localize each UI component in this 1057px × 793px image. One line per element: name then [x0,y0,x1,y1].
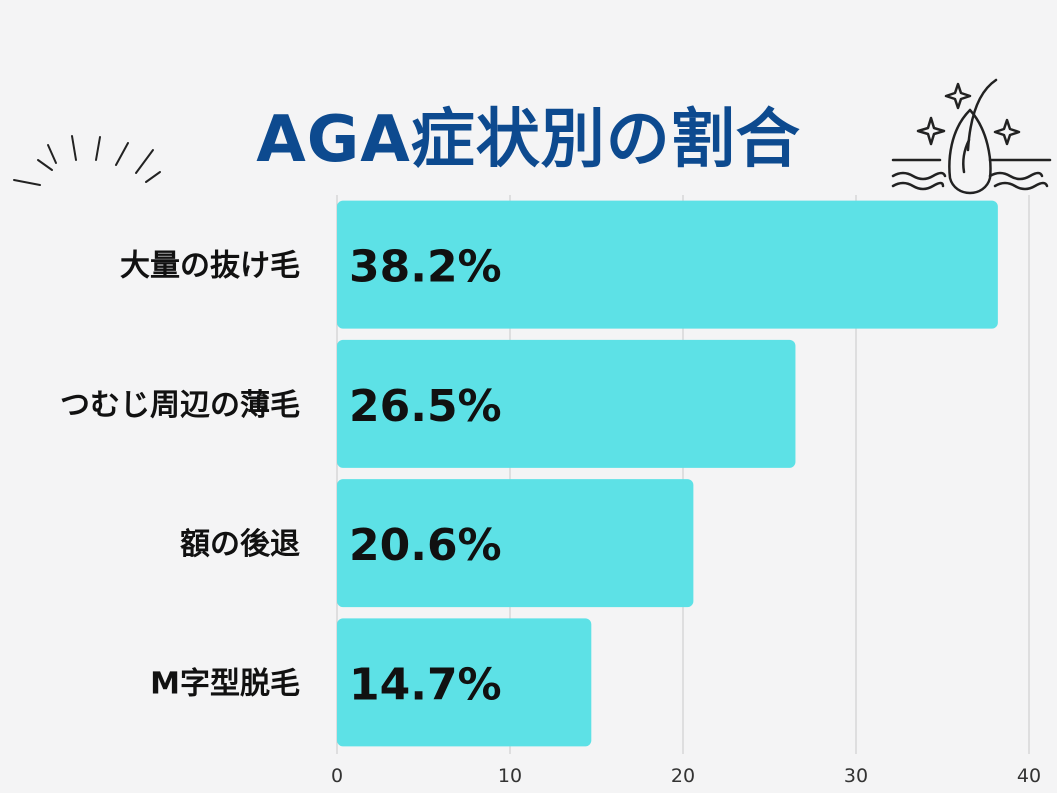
chart-title: AGA症状別の割合 [256,103,801,177]
bar [337,339,796,468]
bar [337,618,592,747]
data-label: 26.5% [349,381,502,432]
x-tick-label: 40 [1017,765,1041,787]
bar [337,200,998,329]
x-tick-label: 20 [671,765,695,787]
bar [337,479,694,608]
x-tick-label: 0 [331,765,343,787]
data-label: 20.6% [349,520,502,571]
x-tick-label: 10 [498,765,522,787]
data-label: 38.2% [349,242,502,293]
bars [337,200,998,747]
hair-follicle-icon [891,78,1052,195]
category-label: 大量の抜け毛 [120,249,300,284]
data-label: 14.7% [349,659,502,710]
x-tick-labels: 0 10 20 30 40 [331,765,1041,787]
data-labels: 38.2% 26.5% 20.6% 14.7% [349,242,502,711]
category-label: つむじ周辺の薄毛 [60,388,300,423]
x-tick-label: 30 [844,765,868,787]
sparkle-lines-icon [13,135,161,186]
category-label: 額の後退 [180,527,300,562]
category-label: M字型脱毛 [150,666,300,701]
